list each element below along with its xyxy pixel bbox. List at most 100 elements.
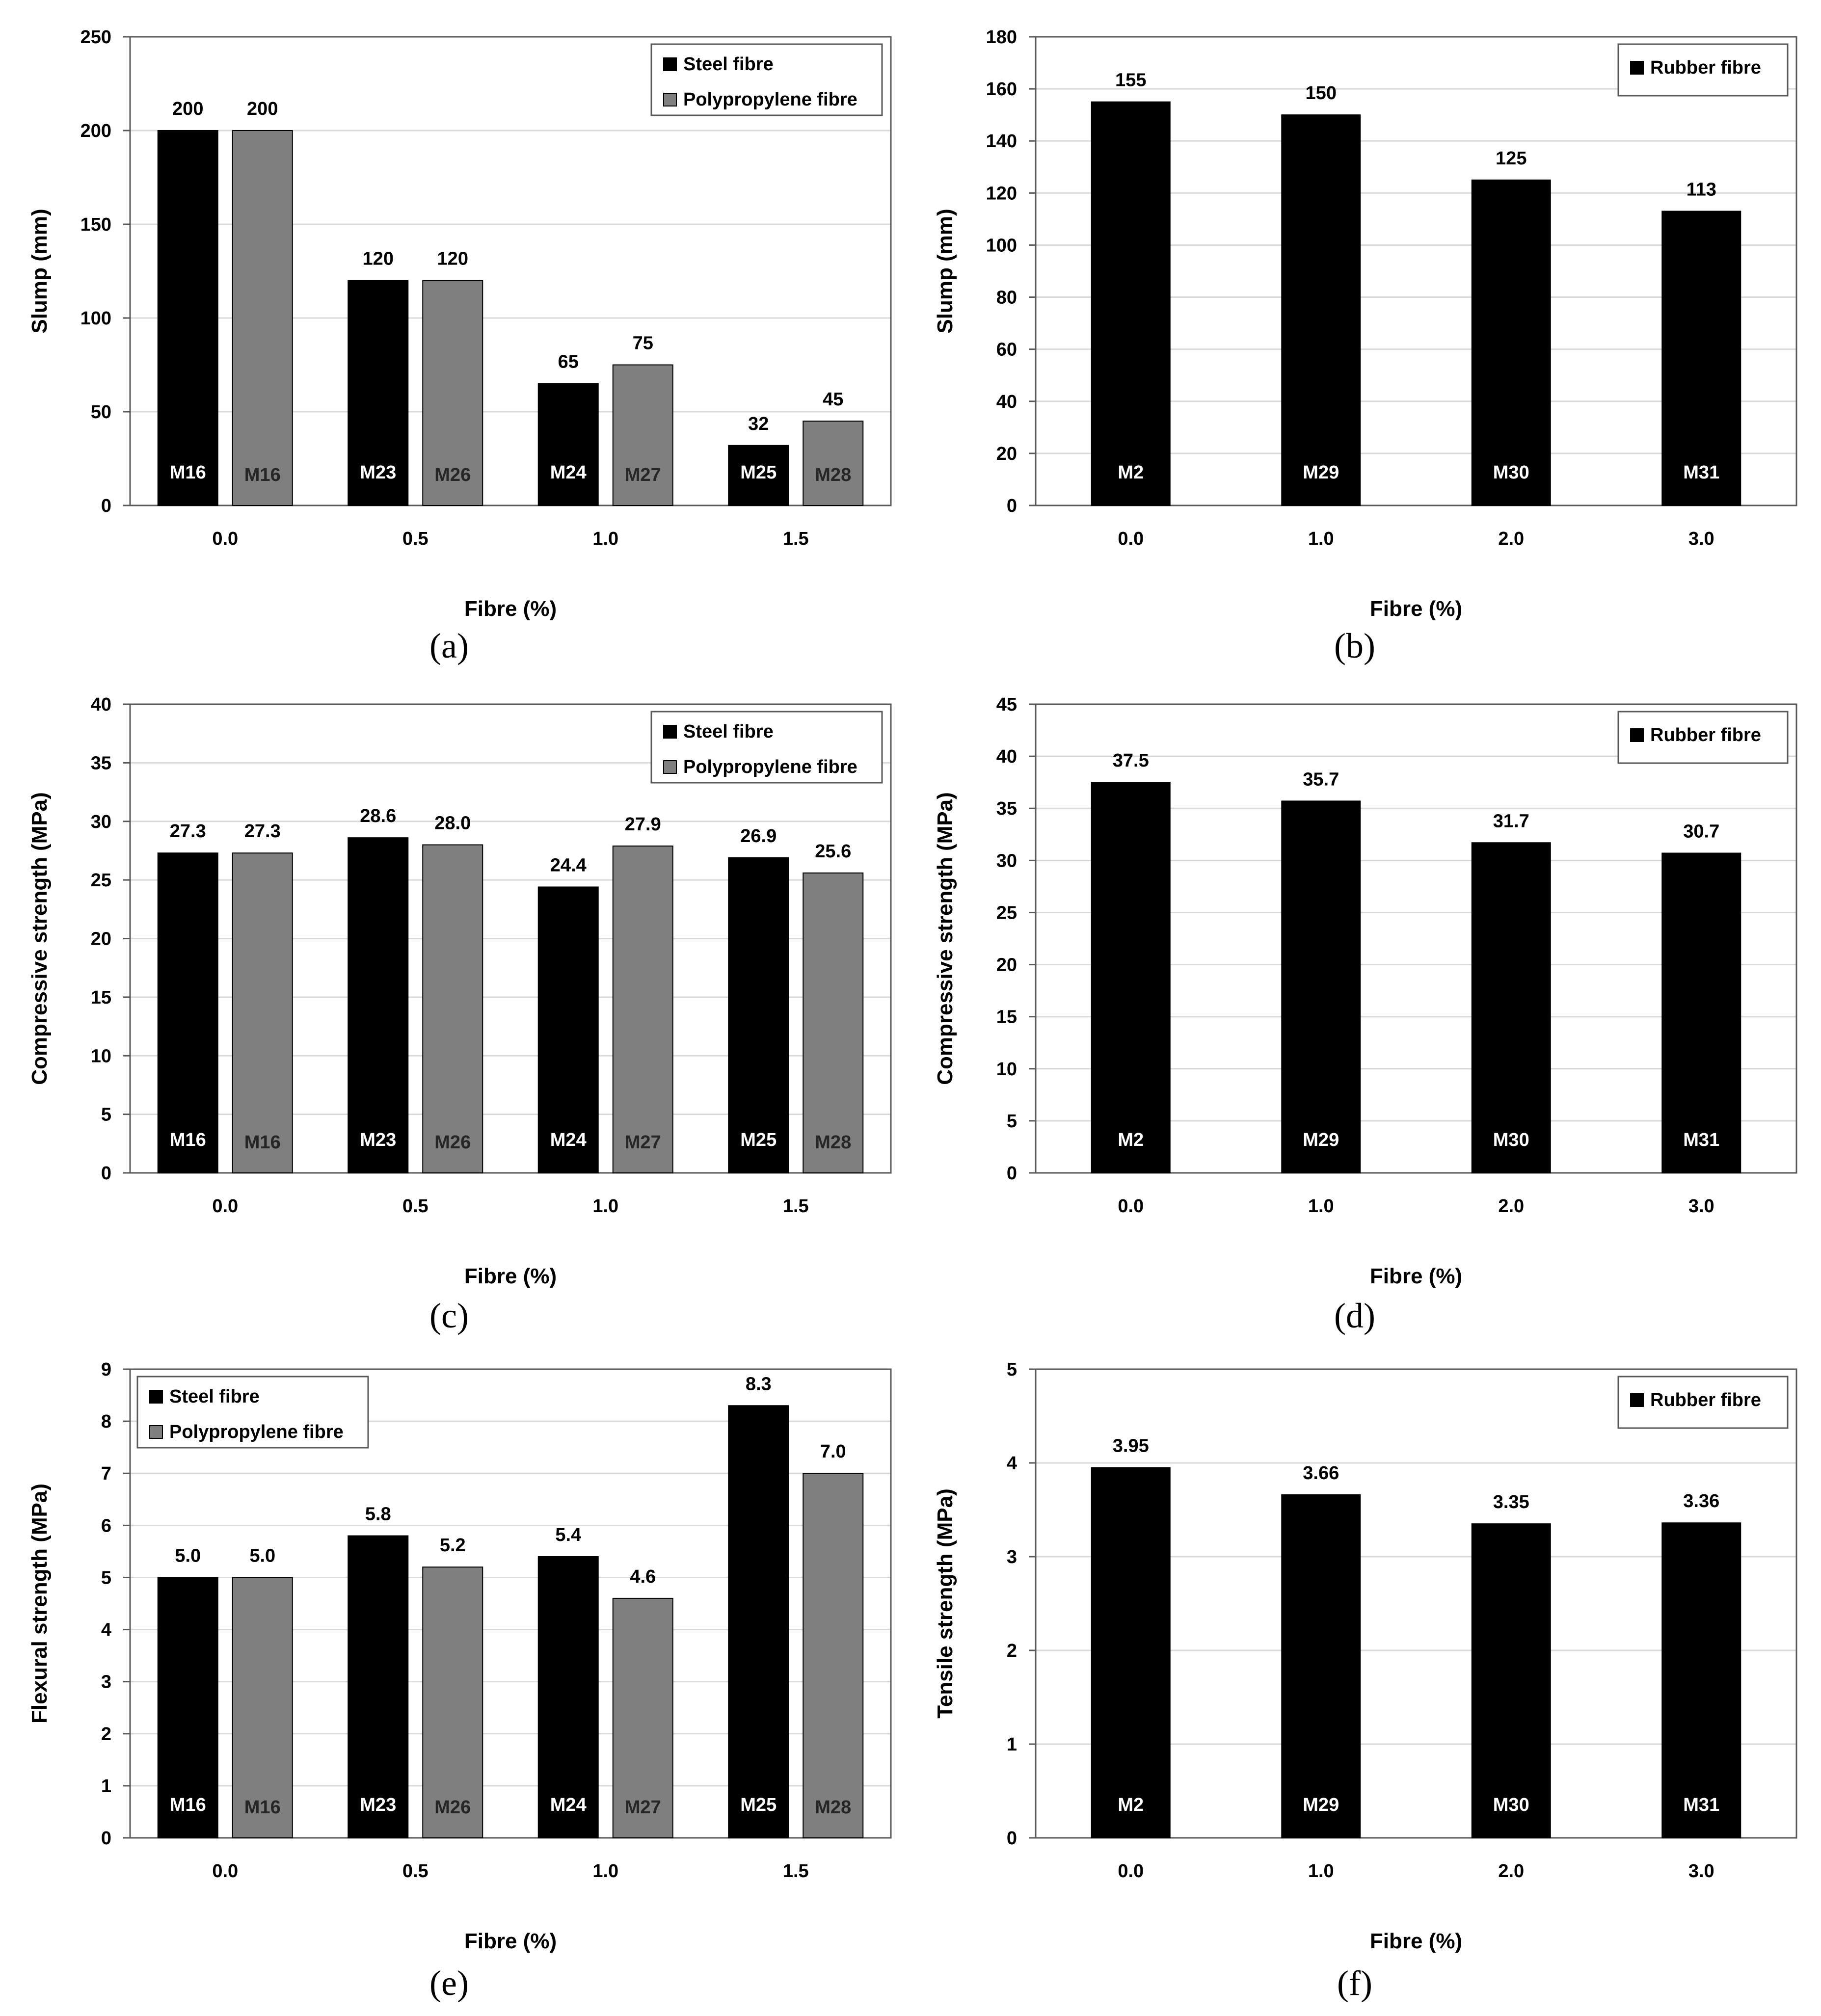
y-tick-label: 30	[91, 812, 111, 832]
mix-label: M29	[1303, 462, 1339, 483]
mix-label: M16	[170, 462, 206, 483]
mix-label: M2	[1118, 1130, 1144, 1150]
data-label: 31.7	[1493, 811, 1529, 831]
x-tick-label: 0.5	[402, 1196, 428, 1217]
x-tick-label: 0.0	[1118, 1861, 1144, 1882]
legend-box	[136, 1376, 369, 1449]
data-label: 37.5	[1113, 750, 1149, 771]
mix-label: M23	[360, 462, 396, 483]
data-label: 65	[558, 352, 579, 372]
x-tick-label: 3.0	[1688, 529, 1714, 549]
x-tick-label: 1.5	[783, 529, 809, 549]
legend-label: Steel fibre	[169, 1386, 260, 1407]
legend-label: Steel fibre	[683, 721, 774, 742]
data-label: 150	[1306, 83, 1337, 104]
y-tick-label: 8	[101, 1411, 111, 1432]
y-tick-label: 140	[986, 131, 1017, 152]
y-axis-label: Flexural strength (MPa)	[27, 1484, 52, 1724]
legend-swatch	[149, 1390, 163, 1404]
chart-f: 0 1 2 3 4 5 0.0 3.95 M2 1.0 3.66 M29 2.0 3.35 M30 3.0 3.…	[933, 1359, 1797, 2003]
plot-area	[129, 1368, 892, 1839]
y-tick-label: 40	[996, 746, 1017, 767]
x-tick-label: 0.5	[402, 529, 428, 549]
y-tick-label: 0	[1007, 1828, 1017, 1849]
data-label: 120	[363, 249, 394, 269]
y-tick-label: 40	[91, 694, 111, 715]
bar	[1091, 782, 1171, 1173]
bar	[803, 421, 864, 506]
y-axis-label: Slump (mm)	[27, 209, 52, 333]
legend-swatch	[1630, 728, 1644, 742]
bar	[232, 852, 293, 1173]
y-tick-label: 30	[996, 850, 1017, 871]
mix-label: M16	[170, 1130, 206, 1150]
mix-label: M26	[434, 1797, 471, 1818]
y-tick-label: 10	[91, 1046, 111, 1066]
bar	[348, 280, 409, 506]
data-label: 120	[437, 249, 468, 269]
data-label: 26.9	[740, 826, 777, 847]
y-tick-label: 100	[80, 308, 111, 329]
mix-label: M28	[815, 1797, 851, 1818]
y-tick-label: 0	[101, 1828, 111, 1849]
x-tick-label: 1.0	[592, 1861, 618, 1882]
mix-label: M25	[740, 462, 777, 483]
bar	[1091, 1467, 1171, 1839]
y-tick-label: 35	[996, 798, 1017, 819]
y-tick-label: 3	[1007, 1547, 1017, 1567]
y-axis-label: Compressive strength (MPa)	[933, 792, 957, 1085]
x-tick-label: 3.0	[1688, 1861, 1714, 1882]
bar	[232, 1577, 293, 1838]
panel-caption: (d)	[1334, 1296, 1375, 1335]
bar	[728, 857, 789, 1173]
data-label: 32	[748, 414, 769, 434]
mix-label: M29	[1303, 1130, 1339, 1150]
y-tick-label: 20	[996, 444, 1017, 464]
mix-label: M30	[1493, 1795, 1529, 1815]
legend-label: Polypropylene fibre	[683, 89, 857, 110]
data-label: 28.6	[360, 806, 396, 826]
data-label: 25.6	[815, 841, 851, 862]
mix-label: M23	[360, 1795, 396, 1815]
x-tick-label: 0.0	[212, 1196, 238, 1217]
legend: Steel fibre Polypropylene fibre	[650, 711, 883, 784]
legend-box	[650, 711, 883, 784]
legend-box	[1617, 43, 1789, 97]
mix-label: M31	[1683, 462, 1719, 483]
data-label: 5.0	[175, 1545, 201, 1566]
x-tick-label: 2.0	[1498, 1196, 1524, 1217]
data-label: 7.0	[820, 1441, 846, 1462]
plot-area	[129, 36, 892, 506]
data-label: 45	[823, 389, 843, 410]
y-tick-label: 20	[996, 955, 1017, 976]
plot-area	[1035, 1368, 1797, 1839]
legend-label: Rubber fibre	[1650, 57, 1761, 78]
y-tick-label: 25	[91, 870, 111, 891]
y-tick-label: 60	[996, 340, 1017, 360]
bar	[728, 445, 789, 506]
y-tick-label: 5	[101, 1105, 111, 1125]
mix-label: M2	[1118, 462, 1144, 483]
bar	[1661, 211, 1741, 506]
data-label: 5.2	[440, 1535, 466, 1556]
legend-swatch	[149, 1425, 163, 1439]
mix-label: M24	[550, 1130, 587, 1150]
legend-label: Polypropylene fibre	[683, 757, 857, 777]
data-label: 75	[633, 333, 653, 354]
legend: Rubber fibre	[1617, 711, 1789, 764]
mix-label: M24	[550, 1795, 587, 1815]
x-tick-label: 1.0	[592, 529, 618, 549]
y-tick-label: 2	[101, 1724, 111, 1745]
plot-area	[1035, 36, 1797, 506]
mix-label: M31	[1683, 1130, 1719, 1150]
y-tick-label: 25	[996, 902, 1017, 923]
legend-label: Rubber fibre	[1650, 1390, 1761, 1410]
mix-label: M16	[244, 1797, 281, 1818]
data-label: 35.7	[1303, 769, 1339, 790]
chart-c: 0 5 10 15 20 25 30 35 40 0.0 27.3 M16 27.3 M16 0.5 28.6…	[27, 694, 892, 1335]
x-tick-label: 0.0	[212, 1861, 238, 1882]
mix-label: M16	[170, 1795, 206, 1815]
panel-caption: (e)	[429, 1963, 469, 2003]
data-label: 4.6	[630, 1566, 656, 1587]
x-tick-label: 0.0	[1118, 1196, 1144, 1217]
